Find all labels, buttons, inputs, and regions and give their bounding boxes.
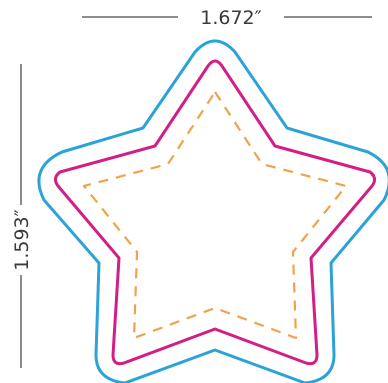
- width-dimension-label: 1.672″: [200, 7, 262, 29]
- bleed-outline: [37, 39, 388, 383]
- safe-zone-outline: [82, 90, 348, 340]
- width-label-backdrop: [178, 4, 284, 30]
- height-label-backdrop: [8, 205, 34, 275]
- cut-line: [53, 59, 377, 366]
- height-dimension-label: 1.593″: [11, 209, 33, 271]
